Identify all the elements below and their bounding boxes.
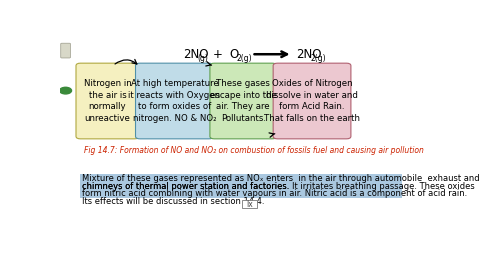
FancyBboxPatch shape [81,174,402,198]
FancyBboxPatch shape [210,63,276,139]
Text: O: O [229,48,239,61]
Text: form nitric acid combining with water vapours in air. Nitric acid is a component: form nitric acid combining with water va… [83,189,468,198]
Text: Oxides of Nitrogen
dissolve in water and
form Acid Rain.
That falls on the earth: Oxides of Nitrogen dissolve in water and… [264,79,360,123]
Text: 2(g): 2(g) [236,54,252,63]
Text: 2(g): 2(g) [311,54,326,63]
Text: At high temperature
it reacts with Oxygen
to form oxides of
nitrogen. NO & NO₂: At high temperature it reacts with Oxyge… [128,79,220,123]
Text: chimneys of thermal power station and factories.: chimneys of thermal power station and fa… [83,182,290,191]
Text: 2NO: 2NO [183,48,208,61]
Text: These gases
escape into the
air. They are
Pollutants.: These gases escape into the air. They ar… [210,79,276,123]
Text: +: + [213,48,222,61]
Text: Its effects will be discussed in section 14.4.: Its effects will be discussed in section… [83,197,265,206]
FancyBboxPatch shape [76,63,139,139]
Text: Nitrogen in
the air is
normally
unreactive: Nitrogen in the air is normally unreacti… [84,79,132,123]
Text: chimneys of thermal power station and factories. It irritates breathing passage.: chimneys of thermal power station and fa… [83,182,475,191]
Text: (g): (g) [197,54,208,63]
FancyBboxPatch shape [273,63,351,139]
Text: Ix: Ix [246,200,253,209]
FancyBboxPatch shape [241,200,257,208]
FancyBboxPatch shape [61,43,71,58]
Text: Mixture of these gases represented as NOₓ enters  in the air through automobile : Mixture of these gases represented as NO… [83,174,480,183]
Text: 2NO: 2NO [296,48,322,61]
Text: Fig 14.7: Formation of NO and NO₂ on combustion of fossils fuel and causing air : Fig 14.7: Formation of NO and NO₂ on com… [84,146,424,155]
FancyBboxPatch shape [135,63,213,139]
Circle shape [60,87,72,94]
